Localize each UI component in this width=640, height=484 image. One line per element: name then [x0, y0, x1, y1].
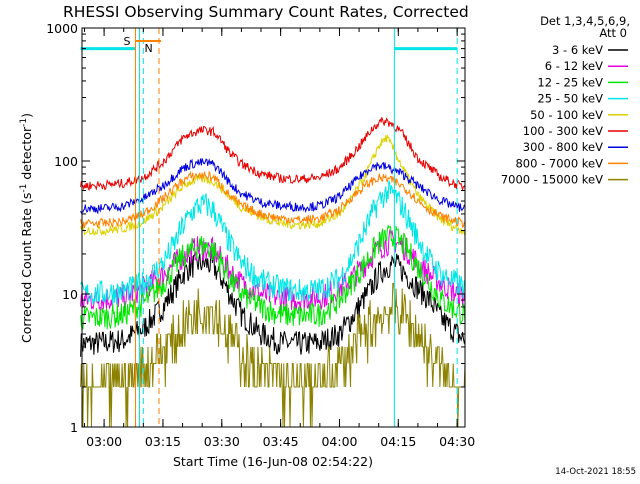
series-path: [80, 251, 466, 357]
legend-item: 12 - 25 keV: [537, 75, 628, 89]
legend-item: 3 - 6 keV: [552, 43, 628, 57]
series-path: [80, 170, 466, 229]
legend-item: 100 - 300 keV: [523, 124, 628, 138]
x-tick-label: 04:00: [321, 434, 357, 449]
legend-item: 800 - 7000 keV: [515, 156, 628, 170]
series-path: [80, 157, 466, 215]
x-tick-label: 04:30: [439, 434, 475, 449]
y-tick-label: 1000: [46, 21, 78, 36]
x-tick-label: 03:45: [263, 434, 299, 449]
y-axis-label-text: Corrected Count Rate (s: [19, 193, 34, 343]
legend-label: 6 - 12 keV: [545, 59, 603, 73]
series-25-50-kevline: [80, 180, 466, 305]
series-3-6-kevline: [80, 251, 466, 357]
legend-label: 300 - 800 keV: [523, 140, 603, 154]
series-300-800-kevline: [80, 157, 466, 215]
legend-header-line-2: Att 0: [599, 26, 627, 40]
legend-item: 300 - 800 keV: [523, 140, 628, 154]
legend-label: 12 - 25 keV: [537, 75, 603, 89]
x-axis: 03:00 03:15 03:30 03:45 04:00 04:15 04:30: [83, 28, 475, 449]
series-path: [80, 180, 466, 305]
x-tick-label: 03:15: [145, 434, 181, 449]
legend-header-line-1: Det 1,3,4,5,6,9,: [540, 14, 630, 28]
series-path: [80, 283, 466, 428]
y-axis-label-close: ): [19, 113, 34, 118]
x-axis-label: Start Time (16-Jun-08 02:54:22): [173, 454, 373, 469]
saa-label: S: [123, 35, 130, 48]
legend-label: 100 - 300 keV: [523, 124, 603, 138]
footer-date: 14-Oct-2021 18:55: [555, 467, 636, 477]
x-tick-label: 03:00: [86, 434, 122, 449]
night-label: N: [144, 42, 152, 55]
legend-item: 7000 - 15000 keV: [501, 173, 628, 187]
series-800-7000-kevline: [80, 170, 466, 229]
legend-label: 800 - 7000 keV: [515, 156, 603, 170]
y-axis-label-unit: detector: [19, 126, 34, 184]
chart-title: RHESSI Observing Summary Count Rates, Co…: [63, 3, 469, 21]
legend-item: 25 - 50 keV: [537, 92, 628, 106]
plot-frame: [81, 27, 466, 428]
legend-label: 3 - 6 keV: [552, 43, 603, 57]
series-100-300-kevline: [80, 117, 466, 192]
y-axis-label-exponent-2: -1: [19, 118, 29, 127]
legend-label: 7000 - 15000 keV: [501, 173, 603, 187]
y-tick-label: 1: [70, 420, 78, 435]
plot-area: SN: [80, 28, 466, 428]
y-axis: 1 10 100 1000: [46, 21, 465, 435]
y-axis-label-exponent-1: -1: [19, 184, 29, 193]
y-tick-label: 10: [62, 287, 78, 302]
y-tick-label: 100: [54, 154, 78, 169]
legend-label: 50 - 100 keV: [530, 108, 603, 122]
legend: 3 - 6 keV 6 - 12 keV 12 - 25 keV 25 - 50 ke…: [501, 43, 628, 187]
x-tick-label: 04:15: [380, 434, 416, 449]
series-path: [80, 225, 466, 330]
legend-item: 50 - 100 keV: [530, 108, 628, 122]
series-path: [80, 117, 466, 192]
y-axis-label: Corrected Count Rate (s-1 detector-1): [19, 113, 34, 343]
legend-item: 6 - 12 keV: [545, 59, 628, 73]
series-7000-15000-kevline: [80, 283, 466, 428]
series-12-25-kevline: [80, 225, 466, 330]
x-tick-label: 03:30: [204, 434, 240, 449]
legend-label: 25 - 50 keV: [537, 92, 603, 106]
